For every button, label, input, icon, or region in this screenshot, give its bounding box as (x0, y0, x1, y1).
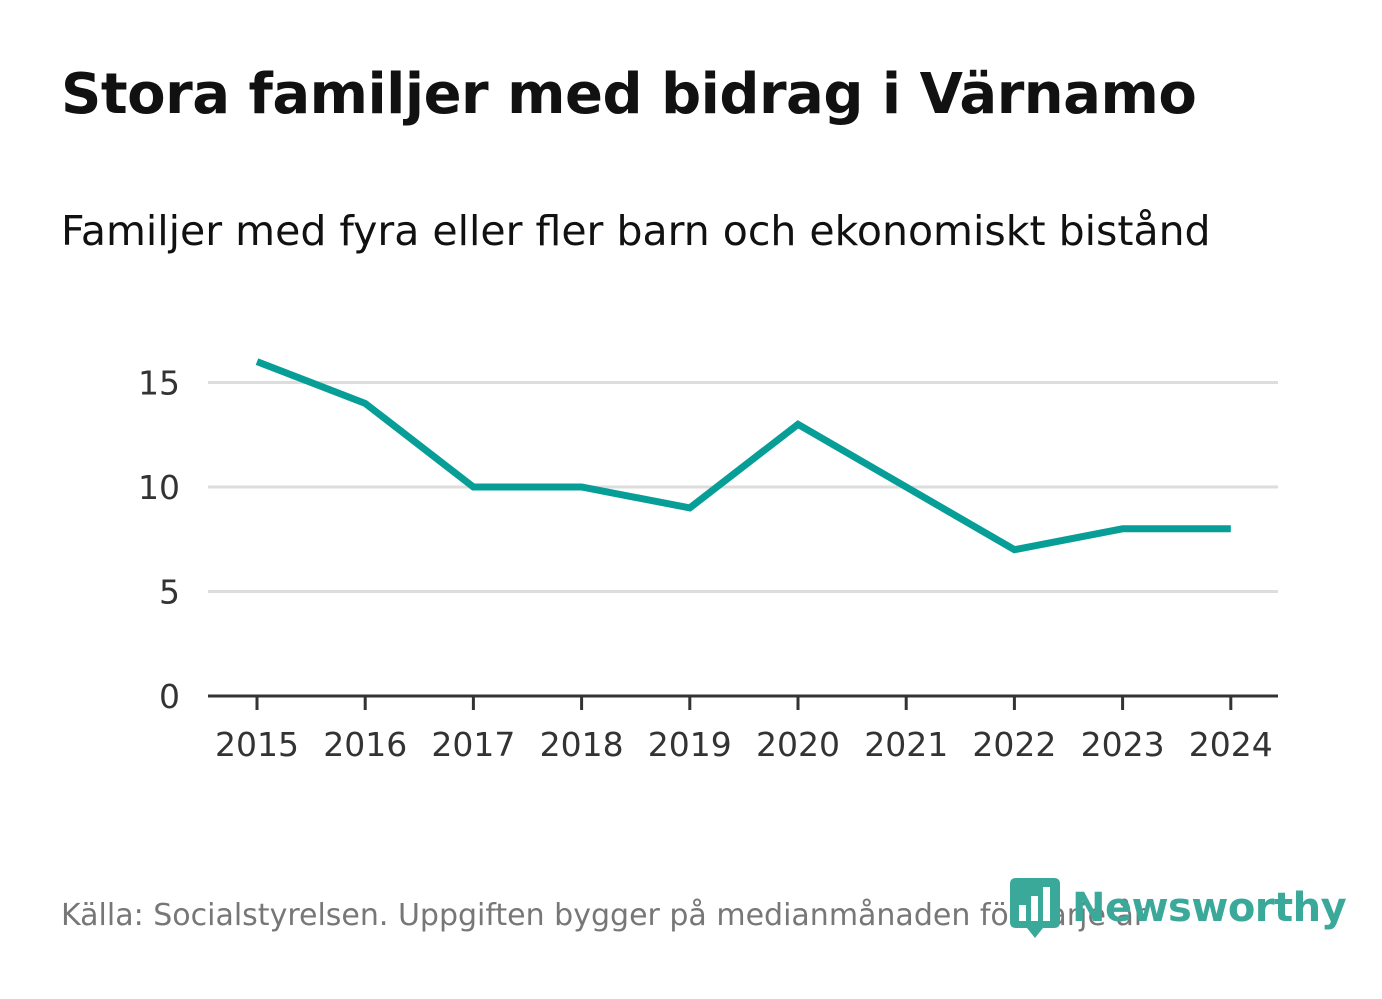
chart-title: Stora familjer med bidrag i Värnamo (61, 62, 1197, 127)
source-note: Källa: Socialstyrelsen. Uppgiften bygger… (61, 898, 1147, 933)
y-tick-label-0: 0 (159, 677, 180, 716)
x-tick-label-2020: 2020 (756, 725, 840, 764)
x-tick-label-2021: 2021 (864, 725, 948, 764)
y-axis-labels: 0 5 10 15 (138, 364, 180, 717)
chart-subtitle: Familjer med fyra eller fler barn och ek… (61, 207, 1211, 255)
gridlines (208, 381, 1278, 593)
x-tick-label-2017: 2017 (431, 725, 515, 764)
newsworthy-logo: Newsworthy (1010, 878, 1347, 938)
x-tick-label-2024: 2024 (1189, 725, 1273, 764)
x-tick-label-2016: 2016 (323, 725, 407, 764)
series-line-0 (255, 358, 1231, 554)
y-tick-label-5: 5 (159, 573, 180, 612)
y-tick-label-15: 15 (138, 364, 180, 403)
x-axis-labels: 2015 2016 2017 2018 2019 2020 2021 2022 2023 2024 (215, 725, 1273, 764)
x-tick-label-2015: 2015 (215, 725, 299, 764)
brand-name: Newsworthy (1072, 885, 1347, 931)
x-tick-label-2019: 2019 (648, 725, 732, 764)
x-axis (208, 694, 1278, 710)
x-tick-label-2018: 2018 (540, 725, 624, 764)
y-tick-label-10: 10 (138, 468, 180, 507)
x-tick-label-2022: 2022 (972, 725, 1056, 764)
series (255, 358, 1231, 554)
x-tick-label-2023: 2023 (1081, 725, 1165, 764)
bar-chart-icon (1010, 878, 1060, 938)
